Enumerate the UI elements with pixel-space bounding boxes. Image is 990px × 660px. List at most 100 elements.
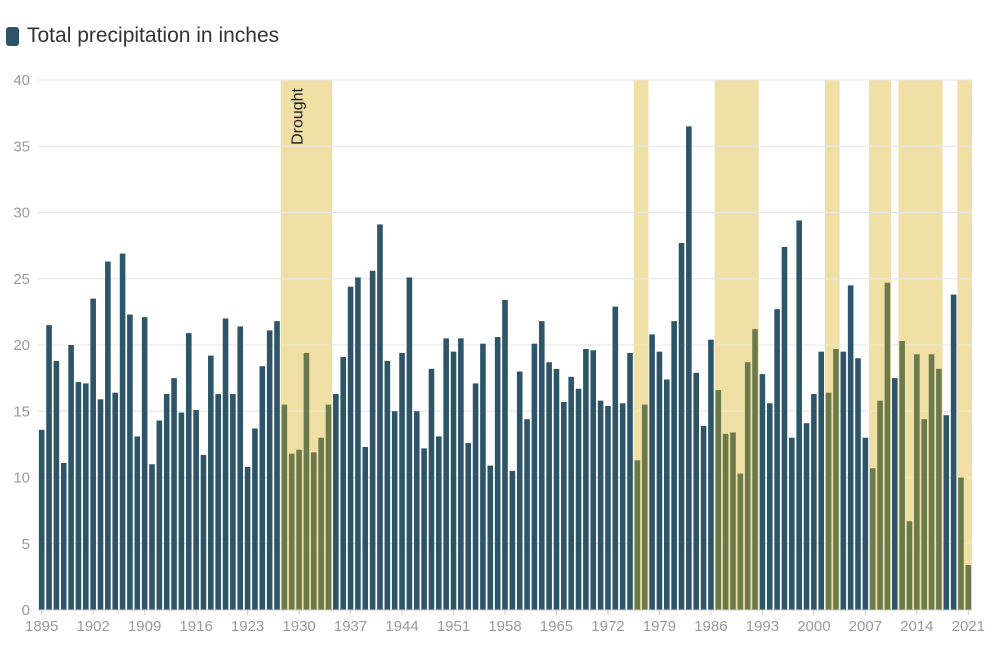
bar-2020 [958,477,964,610]
bar-1945 [406,277,413,610]
bar-1906 [119,253,126,610]
bar-1898 [60,462,67,610]
bar-1988 [722,433,729,610]
bar-1986 [708,339,714,610]
bar-1918 [208,355,214,610]
bar-1931 [303,352,310,610]
y-tick-label: 10 [13,470,30,487]
bar-1895 [38,429,45,610]
bar-2005 [847,285,854,610]
bar-1927 [274,321,280,610]
bar-1964 [546,362,552,610]
bar-1960 [516,371,523,610]
bar-1903 [97,399,104,610]
legend-label: Total precipitation in inches [27,24,280,47]
bar-1950 [443,338,449,610]
bar-1951 [450,351,457,610]
bar-2009 [877,400,883,610]
x-tick-label: 1993 [746,618,779,635]
x-tick-label: 1909 [128,618,161,635]
bar-1938 [355,277,361,610]
bar-1896 [46,325,52,610]
bar-2015 [921,419,927,610]
bar-1946 [413,411,420,610]
bar-1901 [83,383,89,610]
bar-2014 [914,354,920,610]
bar-1975 [627,352,633,610]
bar-1994 [766,403,773,610]
bar-1905 [112,392,119,610]
bar-1943 [391,411,398,610]
x-tick-label: 1895 [25,618,58,635]
bar-1948 [428,368,435,610]
bar-1952 [458,338,464,610]
bar-1925 [259,366,266,610]
bar-1916 [193,409,199,610]
x-tick-label: 1972 [591,618,624,635]
bar-1897 [53,360,60,610]
bar-1922 [237,326,244,610]
bar-1939 [362,447,369,610]
y-tick-label: 40 [13,72,30,89]
y-tick-label: 25 [13,271,30,288]
bar-1953 [465,443,472,610]
bar-1992 [752,329,758,610]
bar-2000 [811,394,817,610]
bar-1976 [634,460,641,610]
bar-1969 [583,348,589,610]
bar-1899 [68,345,74,610]
x-tick-label: 1951 [437,618,470,635]
bar-2006 [855,358,861,610]
bar-1984 [693,372,700,610]
bar-1997 [789,437,795,610]
bar-1935 [333,394,339,610]
bar-1991 [744,362,751,610]
bar-1941 [377,224,383,611]
bar-1908 [134,436,141,610]
bar-1919 [215,394,221,610]
bar-1955 [480,343,486,610]
x-tick-label: 2007 [849,618,882,635]
y-tick-label: 35 [13,138,30,155]
bar-1923 [244,466,251,610]
bar-1982 [678,242,685,610]
bar-1940 [369,270,376,610]
bar-1947 [421,448,427,610]
bar-2007 [862,437,869,610]
bar-2019 [950,294,957,610]
x-tick-label: 1930 [282,618,315,635]
bar-1990 [737,473,744,610]
bar-1961 [524,419,530,610]
y-tick-label: 20 [13,337,30,354]
bar-1932 [310,452,317,610]
bar-1983 [686,126,692,610]
bar-1996 [781,246,788,610]
bar-1934 [325,404,332,610]
bar-1910 [149,464,155,610]
bar-1958 [502,299,508,610]
bar-1937 [347,286,354,610]
bar-1954 [472,383,479,610]
bar-1968 [575,388,582,610]
x-tick-label: 1944 [385,618,418,635]
bar-2012 [899,341,905,610]
legend: Total precipitation in inches [6,24,279,48]
y-tick-label: 30 [13,205,30,222]
bar-1974 [619,403,626,610]
bar-1907 [127,314,133,610]
bar-1924 [252,428,258,610]
x-tick-label: 1923 [231,618,264,635]
bar-2010 [884,282,891,610]
bar-1942 [384,360,391,610]
bar-1944 [399,352,405,610]
bar-1977 [641,404,648,610]
bar-2002 [825,392,832,610]
x-tick-label: 1958 [488,618,521,635]
x-tick-label: 1902 [76,618,109,635]
bar-1989 [730,432,736,610]
bar-2001 [818,351,825,610]
bar-1911 [156,420,163,610]
bar-1902 [90,298,96,610]
bar-2017 [936,368,942,610]
